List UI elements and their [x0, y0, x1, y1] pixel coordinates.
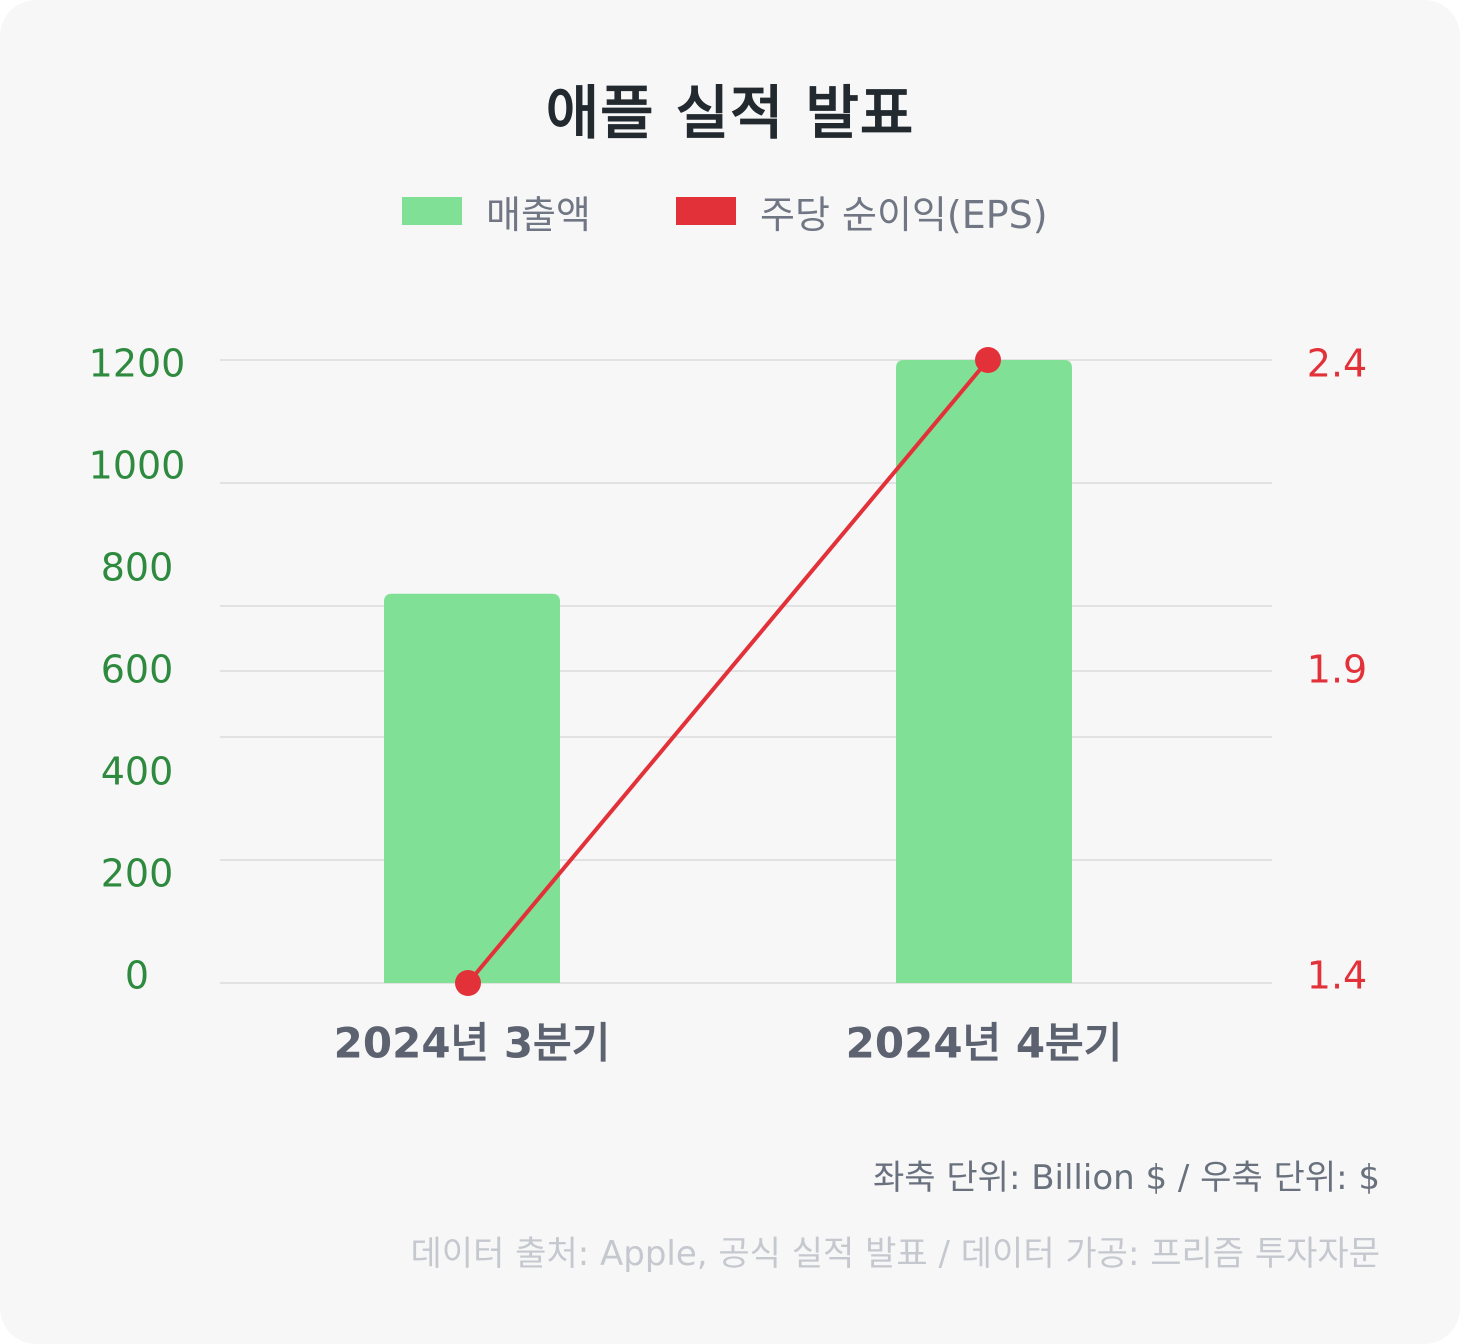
right-axis-tick-label: 1.9	[1307, 648, 1367, 692]
left-axis-ticks: 0 200 400 600 800 1000 1200	[89, 342, 186, 998]
legend-item-revenue[interactable]: 매출액	[402, 186, 591, 237]
left-axis-tick-label: 800	[101, 546, 174, 590]
left-axis-tick-label: 0	[125, 954, 149, 998]
legend-swatch-revenue	[402, 197, 462, 225]
eps-point	[455, 970, 481, 996]
revenue-bars	[384, 360, 1072, 983]
eps-line-series	[455, 347, 1001, 996]
revenue-bar	[384, 593, 560, 983]
right-axis-tick-label: 2.4	[1307, 342, 1367, 386]
eps-line	[466, 358, 990, 985]
chart-title: 애플 실적 발표	[545, 79, 915, 147]
left-axis-tick-label: 400	[101, 750, 174, 794]
eps-point	[975, 347, 1001, 373]
grid-lines	[220, 359, 1272, 984]
legend-swatch-eps	[676, 197, 736, 225]
legend: 매출액 주당 순이익(EPS)	[0, 186, 1460, 237]
x-axis-labels: 2024년 3분기 2024년 4분기	[334, 1019, 1123, 1068]
left-axis-tick-label: 1000	[89, 444, 186, 488]
source-note: 데이터 출처: Apple, 공식 실적 발표 / 데이터 가공: 프리즘 투자…	[410, 1234, 1380, 1274]
left-axis-tick-label: 1200	[89, 342, 186, 386]
unit-note: 좌축 단위: Billion $ / 우축 단위: $	[873, 1158, 1380, 1198]
right-axis-ticks: 1.4 1.9 2.4	[1307, 342, 1367, 998]
legend-label-revenue: 매출액	[486, 192, 591, 237]
x-axis-category-label: 2024년 4분기	[846, 1019, 1123, 1068]
revenue-bar	[896, 360, 1072, 983]
x-axis-category-label: 2024년 3분기	[334, 1019, 611, 1068]
left-axis-tick-label: 600	[101, 648, 174, 692]
legend-item-eps[interactable]: 주당 순이익(EPS)	[676, 186, 1048, 237]
right-axis-tick-label: 1.4	[1307, 954, 1367, 998]
legend-label-eps: 주당 순이익(EPS)	[760, 192, 1048, 237]
left-axis-tick-label: 200	[101, 852, 174, 896]
